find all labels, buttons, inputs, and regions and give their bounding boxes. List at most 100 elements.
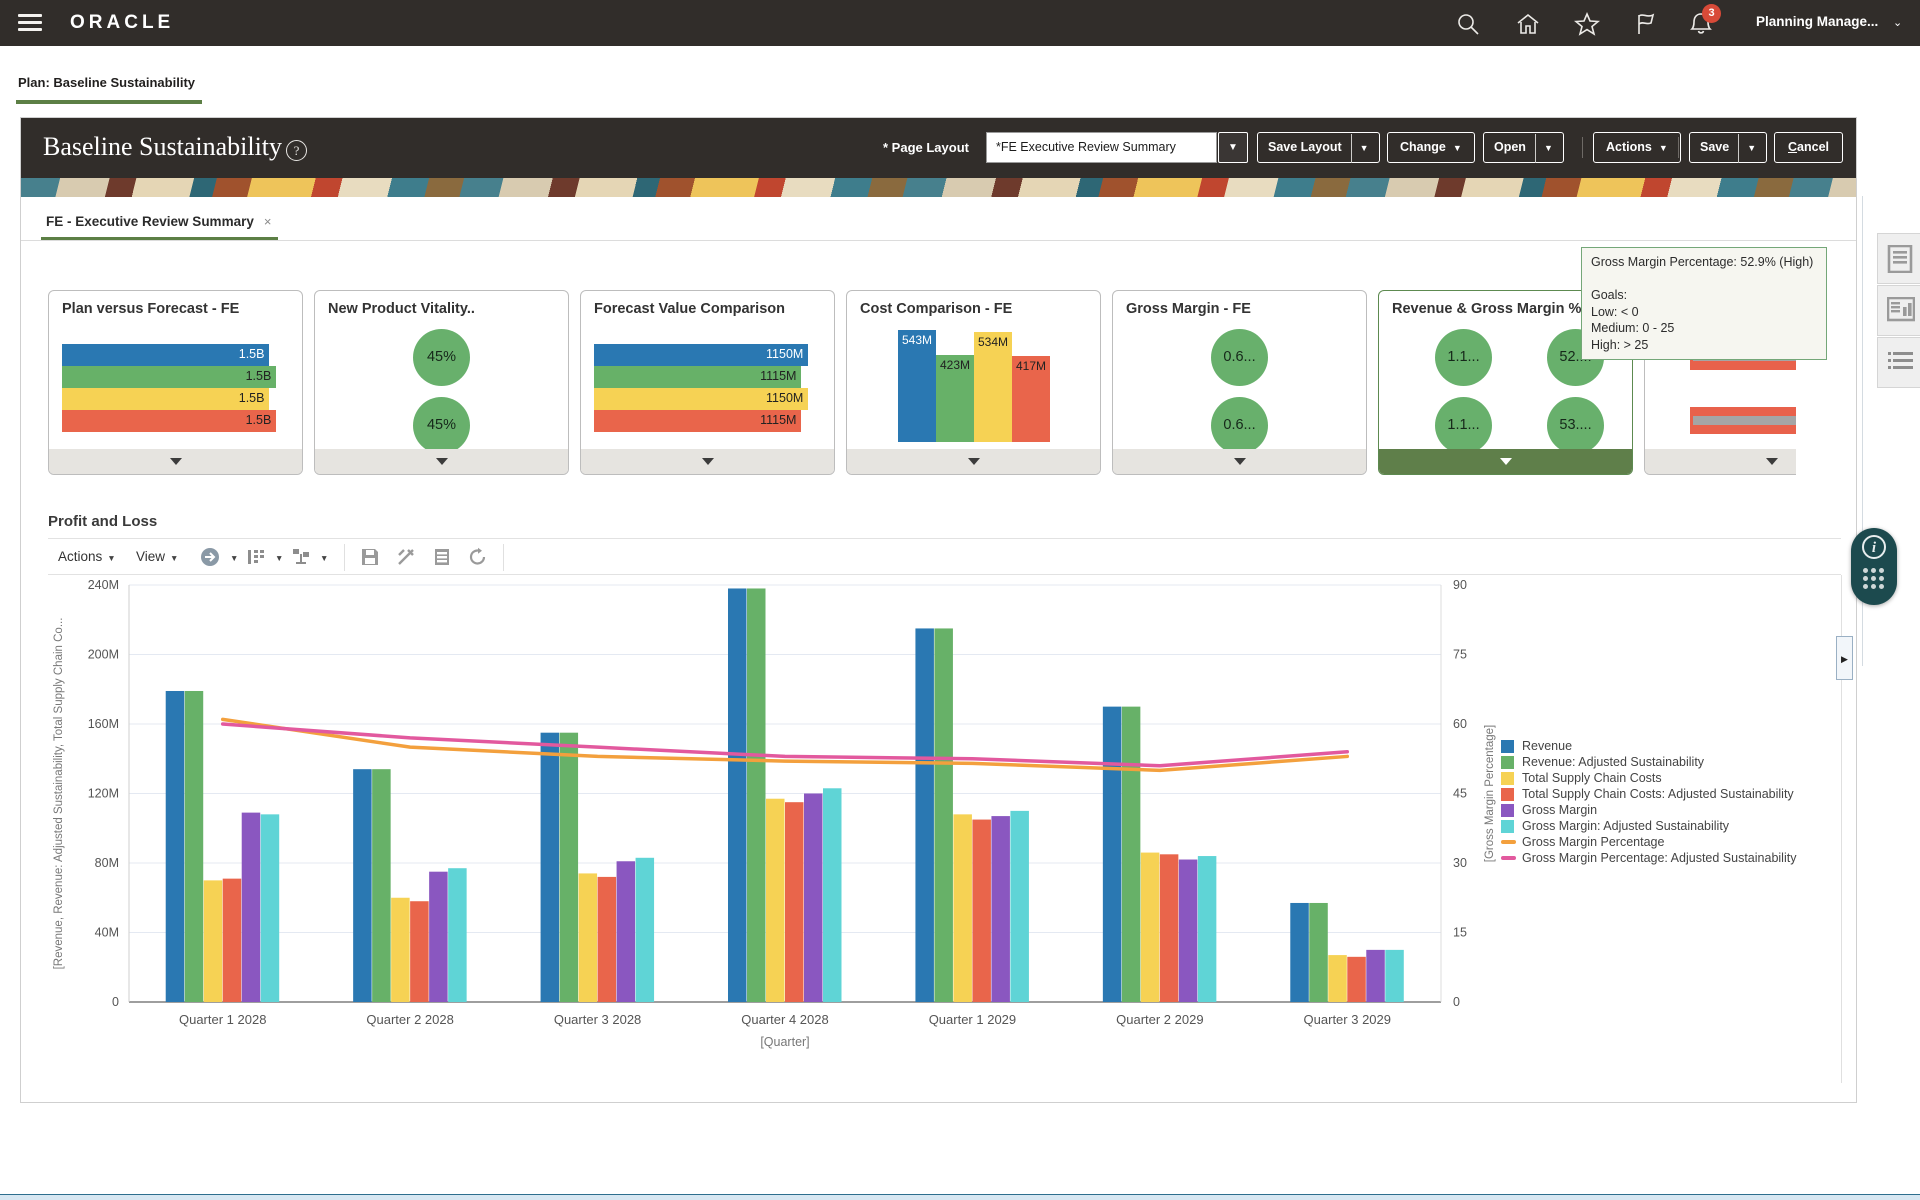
plan-tab[interactable]: Plan: Baseline Sustainability xyxy=(18,75,195,90)
kpi-card[interactable]: Gross Margin - FE 0.6... 0.6... xyxy=(1112,290,1367,475)
svg-text:160M: 160M xyxy=(88,717,119,731)
kpi-card[interactable]: Forecast Value Comparison 1150M 1115M 1150M… xyxy=(580,290,835,475)
kpi-hbar-chart: 1150M 1115M 1150M 1115M xyxy=(594,344,822,432)
kpi-card[interactable]: New Product Vitality.. 45% 45% xyxy=(314,290,569,475)
assistant-widget[interactable]: i xyxy=(1851,528,1897,605)
kpi-card[interactable]: Plan versus Forecast - FE 1.5B 1.5B 1.5B 1.5… xyxy=(48,290,303,475)
card-expand-button[interactable] xyxy=(49,449,302,474)
svg-text:Quarter 2 2029: Quarter 2 2029 xyxy=(1116,1012,1203,1027)
navigate-caret[interactable]: ▼ xyxy=(230,553,239,563)
user-menu[interactable]: Planning Manage... xyxy=(1756,14,1879,29)
grid-icon[interactable] xyxy=(432,547,452,572)
dashboard-tab[interactable]: FE - Executive Review Summary × xyxy=(46,214,272,229)
scrollbar-track[interactable] xyxy=(1862,196,1863,666)
format-icon[interactable] xyxy=(246,547,266,572)
page-layout-select-caret[interactable]: ▼ xyxy=(1218,132,1248,163)
actions-button[interactable]: Actions ▼ xyxy=(1593,132,1681,163)
svg-text:0: 0 xyxy=(112,995,119,1009)
card-expand-button[interactable] xyxy=(1113,449,1366,474)
gauge-value: 4.66 xyxy=(1690,379,1796,395)
svg-text:[Revenue, Revenue: Adjusted Su: [Revenue, Revenue: Adjusted Sustainabili… xyxy=(53,618,65,970)
legend-item: Revenue xyxy=(1501,738,1796,754)
card-expand-button[interactable] xyxy=(1645,449,1796,474)
cancel-button[interactable]: Cancel xyxy=(1774,132,1843,163)
profit-loss-chart[interactable]: 0 40M 80M 120M 160M 200M 240M 0 15 30 45 60 75 90 Quar… xyxy=(48,575,1608,1080)
chart-toolbar: Actions ▼ View ▼ ▼ ▼ ▼ xyxy=(48,538,1841,575)
page-layout-select[interactable]: *FE Executive Review Summary xyxy=(986,132,1217,163)
card-expand-button[interactable] xyxy=(847,449,1100,474)
card-title: Cost Comparison - FE xyxy=(860,301,1013,317)
compare-caret[interactable]: ▼ xyxy=(320,553,329,563)
card-expand-button[interactable] xyxy=(581,449,834,474)
change-button[interactable]: Change ▼ xyxy=(1387,132,1475,163)
kpi-circle: 0.6... xyxy=(1211,397,1268,454)
navigate-icon[interactable] xyxy=(200,547,220,572)
bottom-dock-strip xyxy=(0,1194,1920,1200)
announcements-flag-icon[interactable] xyxy=(1632,11,1658,37)
button-separator xyxy=(1582,137,1583,158)
rail-list-icon[interactable] xyxy=(1877,337,1920,388)
chevron-down-icon[interactable]: ⌄ xyxy=(1893,17,1903,29)
kpi-card[interactable]: Cost Comparison - FE 543M 423M 534M 417M xyxy=(846,290,1101,475)
tools-icon[interactable] xyxy=(396,547,416,572)
kpi-circle: 53.... xyxy=(1547,397,1604,454)
svg-text:90: 90 xyxy=(1453,578,1467,592)
svg-text:Quarter 2 2028: Quarter 2 2028 xyxy=(366,1012,453,1027)
chart-panel-border xyxy=(1841,575,1842,1083)
card-title: Forecast Value Comparison xyxy=(594,301,785,317)
rail-dashboard-icon[interactable] xyxy=(1877,285,1920,336)
svg-text:240M: 240M xyxy=(88,578,119,592)
chart-view-menu[interactable]: View ▼ xyxy=(136,549,179,564)
tooltip-line: High: > 25 xyxy=(1591,337,1649,352)
keypad-grid-icon xyxy=(1863,568,1887,592)
hamburger-menu-icon[interactable] xyxy=(18,14,42,32)
kpi-cards-row: Plan versus Forecast - FE 1.5B 1.5B 1.5B 1.5… xyxy=(48,290,1796,476)
svg-text:120M: 120M xyxy=(88,787,119,801)
bullet-gauge xyxy=(1690,407,1796,434)
tooltip-line xyxy=(1591,271,1817,288)
home-icon[interactable] xyxy=(1515,11,1541,37)
panel-expander-button[interactable]: ▶ xyxy=(1836,636,1853,680)
svg-text:Quarter 1 2028: Quarter 1 2028 xyxy=(179,1012,266,1027)
card-expand-button[interactable] xyxy=(315,449,568,474)
svg-text:40M: 40M xyxy=(95,926,119,940)
info-icon[interactable]: i xyxy=(1862,535,1886,559)
card-expand-button[interactable] xyxy=(1379,449,1632,474)
plan-tab-underline xyxy=(16,100,202,104)
chart-actions-menu[interactable]: Actions ▼ xyxy=(58,549,116,564)
card-title: New Product Vitality.. xyxy=(328,301,475,317)
rail-report-icon[interactable] xyxy=(1877,233,1920,284)
kpi-circle: 0.6... xyxy=(1211,329,1268,386)
legend-item: Gross Margin Percentage: Adjusted Sustai… xyxy=(1501,850,1796,866)
kpi-circle: 45% xyxy=(413,397,470,454)
page-layout-label: * Page Layout xyxy=(883,140,969,155)
refresh-icon[interactable] xyxy=(468,547,488,572)
card-title: Plan versus Forecast - FE xyxy=(62,301,240,317)
save-disk-icon[interactable] xyxy=(360,547,380,572)
open-button[interactable]: Open ▼ xyxy=(1483,132,1564,163)
save-layout-button[interactable]: Save Layout ▼ xyxy=(1257,132,1380,163)
help-icon[interactable]: ? xyxy=(286,140,307,161)
close-icon[interactable]: × xyxy=(263,214,272,229)
search-icon[interactable] xyxy=(1455,11,1481,37)
legend-item: Gross Margin xyxy=(1501,802,1796,818)
svg-text:Quarter 3 2028: Quarter 3 2028 xyxy=(554,1012,641,1027)
kpi-vbar-chart: 543M 423M 534M 417M xyxy=(898,327,1051,442)
toolbar-separator xyxy=(503,544,504,571)
legend-item: Gross Margin Percentage xyxy=(1501,834,1796,850)
svg-text:60: 60 xyxy=(1453,717,1467,731)
format-caret[interactable]: ▼ xyxy=(275,553,284,563)
main-panel: Baseline Sustainability ? * Page Layout … xyxy=(20,117,1857,1103)
tab-strip-border xyxy=(21,240,1856,241)
save-button[interactable]: Save ▼ xyxy=(1689,132,1768,163)
svg-text:[Quarter]: [Quarter] xyxy=(760,1035,809,1049)
favorites-star-icon[interactable] xyxy=(1573,11,1601,37)
kpi-circle: 1.1... xyxy=(1435,397,1492,454)
legend-item: Total Supply Chain Costs: Adjusted Susta… xyxy=(1501,786,1796,802)
compare-icon[interactable] xyxy=(291,547,311,572)
decorative-banner xyxy=(21,178,1856,197)
legend-item: Revenue: Adjusted Sustainability xyxy=(1501,754,1796,770)
svg-text:[Gross Margin Percentage]: [Gross Margin Percentage] xyxy=(1484,725,1496,862)
panel-header: Baseline Sustainability ? * Page Layout … xyxy=(21,118,1856,197)
svg-text:0: 0 xyxy=(1453,995,1460,1009)
